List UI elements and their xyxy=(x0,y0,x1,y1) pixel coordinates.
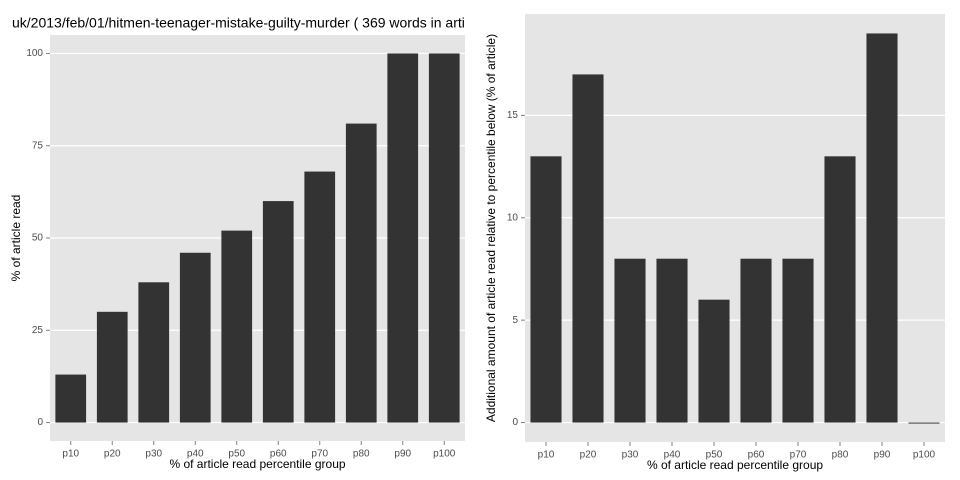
bar xyxy=(138,282,170,423)
x-tick-label: p30 xyxy=(622,450,639,461)
y-tick-label: 0 xyxy=(512,417,518,428)
y-tick-label: 50 xyxy=(32,233,44,244)
x-tick-label: p10 xyxy=(62,449,79,460)
y-tick-label: 15 xyxy=(507,110,519,121)
bar xyxy=(262,201,294,423)
bar xyxy=(387,53,419,423)
x-tick-label: p30 xyxy=(145,449,162,460)
x-tick-label: p10 xyxy=(538,450,555,461)
bar xyxy=(614,258,646,423)
bar xyxy=(824,156,856,423)
x-axis-label: % of article read percentile group xyxy=(647,458,823,472)
bar xyxy=(179,252,211,423)
x-tick-label: p100 xyxy=(433,449,456,460)
x-tick-label: p100 xyxy=(913,450,936,461)
bar xyxy=(96,311,128,423)
bar xyxy=(572,74,604,423)
x-axis-label: % of article read percentile group xyxy=(169,457,345,471)
bar xyxy=(740,258,772,423)
x-tick-label: p60 xyxy=(748,450,765,461)
bar xyxy=(908,422,940,424)
x-tick-label: p40 xyxy=(187,449,204,460)
x-tick-label: p80 xyxy=(832,450,849,461)
bar xyxy=(428,53,460,423)
bar xyxy=(345,123,377,423)
x-tick-label: p90 xyxy=(874,450,891,461)
x-tick-label: p50 xyxy=(706,450,723,461)
y-tick-label: 75 xyxy=(32,140,44,151)
bar xyxy=(55,374,87,423)
y-axis-label: Additional amount of article read relati… xyxy=(484,34,498,422)
y-tick-label: 0 xyxy=(37,417,43,428)
x-tick-label: p20 xyxy=(104,449,121,460)
bar xyxy=(698,299,730,423)
x-tick-label: p70 xyxy=(311,449,328,460)
y-tick-label: 5 xyxy=(512,315,518,326)
x-tick-label: p20 xyxy=(580,450,597,461)
y-tick-label: 10 xyxy=(507,212,519,223)
bar xyxy=(656,258,688,423)
x-tick-label: p60 xyxy=(270,449,287,460)
x-tick-label: p50 xyxy=(228,449,245,460)
x-tick-label: p40 xyxy=(664,450,681,461)
bar xyxy=(304,171,336,423)
y-tick-label: 100 xyxy=(26,48,43,59)
bar xyxy=(221,230,253,423)
x-tick-label: p70 xyxy=(790,450,807,461)
chart-title: uk/2013/feb/01/hitmen-teenager-mistake-g… xyxy=(12,15,465,31)
bar xyxy=(782,258,814,423)
y-axis-label: % of article read xyxy=(9,195,23,282)
bar xyxy=(866,33,898,423)
x-tick-label: p90 xyxy=(394,449,411,460)
bar xyxy=(530,156,562,423)
y-tick-label: 25 xyxy=(32,325,44,336)
x-tick-label: p80 xyxy=(353,449,370,460)
